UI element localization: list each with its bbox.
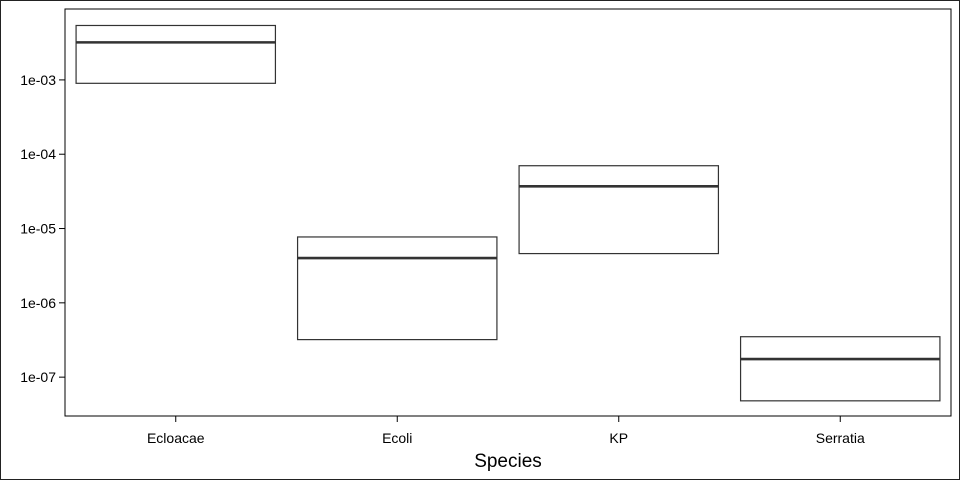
plot-panel — [64, 8, 952, 417]
y-axis: 1e-07 1e-06 1e-05 1e-04 1e-03 — [20, 72, 65, 385]
box-series — [75, 24, 941, 402]
x-tick-label: Ecoli — [382, 430, 412, 446]
x-tick-label: KP — [609, 430, 628, 446]
panel-border — [64, 8, 952, 417]
box-ecoli — [296, 236, 498, 341]
box-iqr — [739, 336, 941, 402]
box-iqr — [75, 24, 277, 84]
x-axis-title: Species — [474, 451, 542, 472]
y-tick-label: 1e-04 — [20, 146, 56, 162]
x-tick-label: Serratia — [816, 430, 865, 446]
box-serratia — [739, 336, 941, 402]
box-iqr — [518, 165, 720, 255]
y-tick-label: 1e-06 — [20, 295, 56, 311]
box-iqr — [296, 236, 498, 341]
y-tick-label: 1e-07 — [20, 369, 56, 385]
x-tick-label: Ecloacae — [147, 430, 205, 446]
x-axis: Ecloacae Ecoli KP Serratia — [147, 416, 865, 446]
y-tick-label: 1e-03 — [20, 72, 56, 88]
box-ecloacae — [75, 24, 277, 84]
y-tick-label: 1e-05 — [20, 221, 56, 237]
box-kp — [518, 165, 720, 255]
